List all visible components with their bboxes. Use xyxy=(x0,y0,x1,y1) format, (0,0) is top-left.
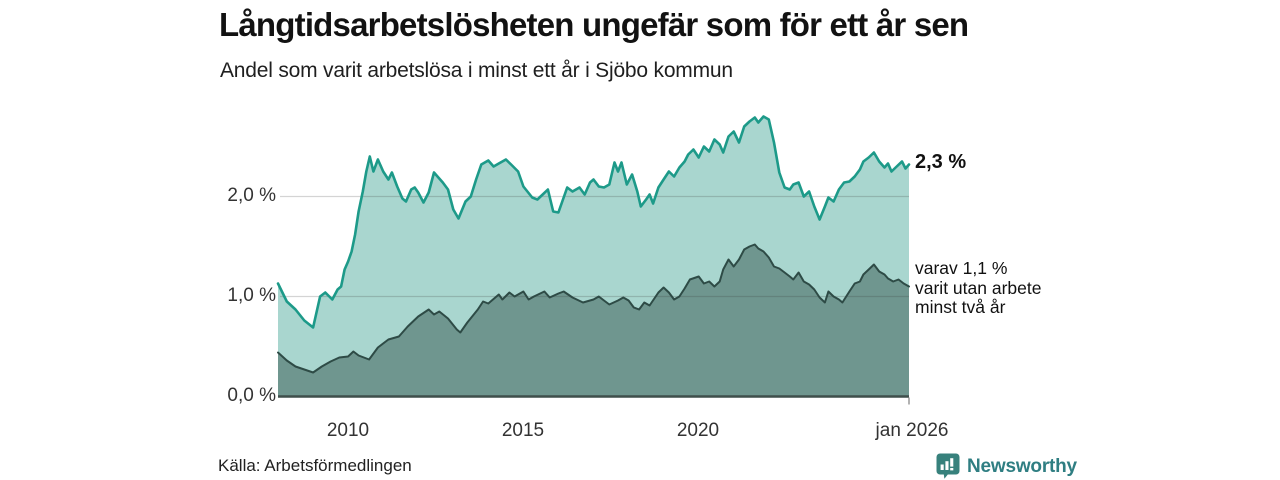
annotation-line-3: minst två år xyxy=(915,297,1006,317)
y-axis-label-2: 2,0 % xyxy=(227,185,276,206)
newsworthy-logo[interactable]: Newsworthy xyxy=(936,453,1077,480)
newsworthy-icon xyxy=(936,453,960,479)
x-axis-label-2020: 2020 xyxy=(676,420,720,441)
page-title: Långtidsarbetslösheten ungefär som för e… xyxy=(219,6,969,43)
secondary-value-annotation: varav 1,1 % varit utan arbete minst två … xyxy=(915,258,1042,318)
y-axis-label-0: 0,0 % xyxy=(227,385,276,406)
x-axis-label-jan-2026: jan 2026 xyxy=(875,420,949,441)
annotation-line-2: varit utan arbete xyxy=(915,277,1042,298)
line-two-years xyxy=(277,243,910,374)
last-value-annotation: 2,3 % xyxy=(915,151,967,173)
annotation-line-1: varav 1,1 % xyxy=(915,258,1008,278)
area-fill-two-years xyxy=(278,244,909,397)
page-subtitle: Andel som varit arbetslösa i minst ett å… xyxy=(220,59,733,82)
y-axis-label-1: 1,0 % xyxy=(227,285,276,306)
x-axis-label-2015: 2015 xyxy=(501,420,545,441)
source-credit: Källa: Arbetsförmedlingen xyxy=(218,456,412,475)
newsworthy-logo-text: Newsworthy xyxy=(967,455,1077,477)
line-one-year xyxy=(276,115,911,329)
x-axis-label-2010: 2010 xyxy=(326,420,370,441)
